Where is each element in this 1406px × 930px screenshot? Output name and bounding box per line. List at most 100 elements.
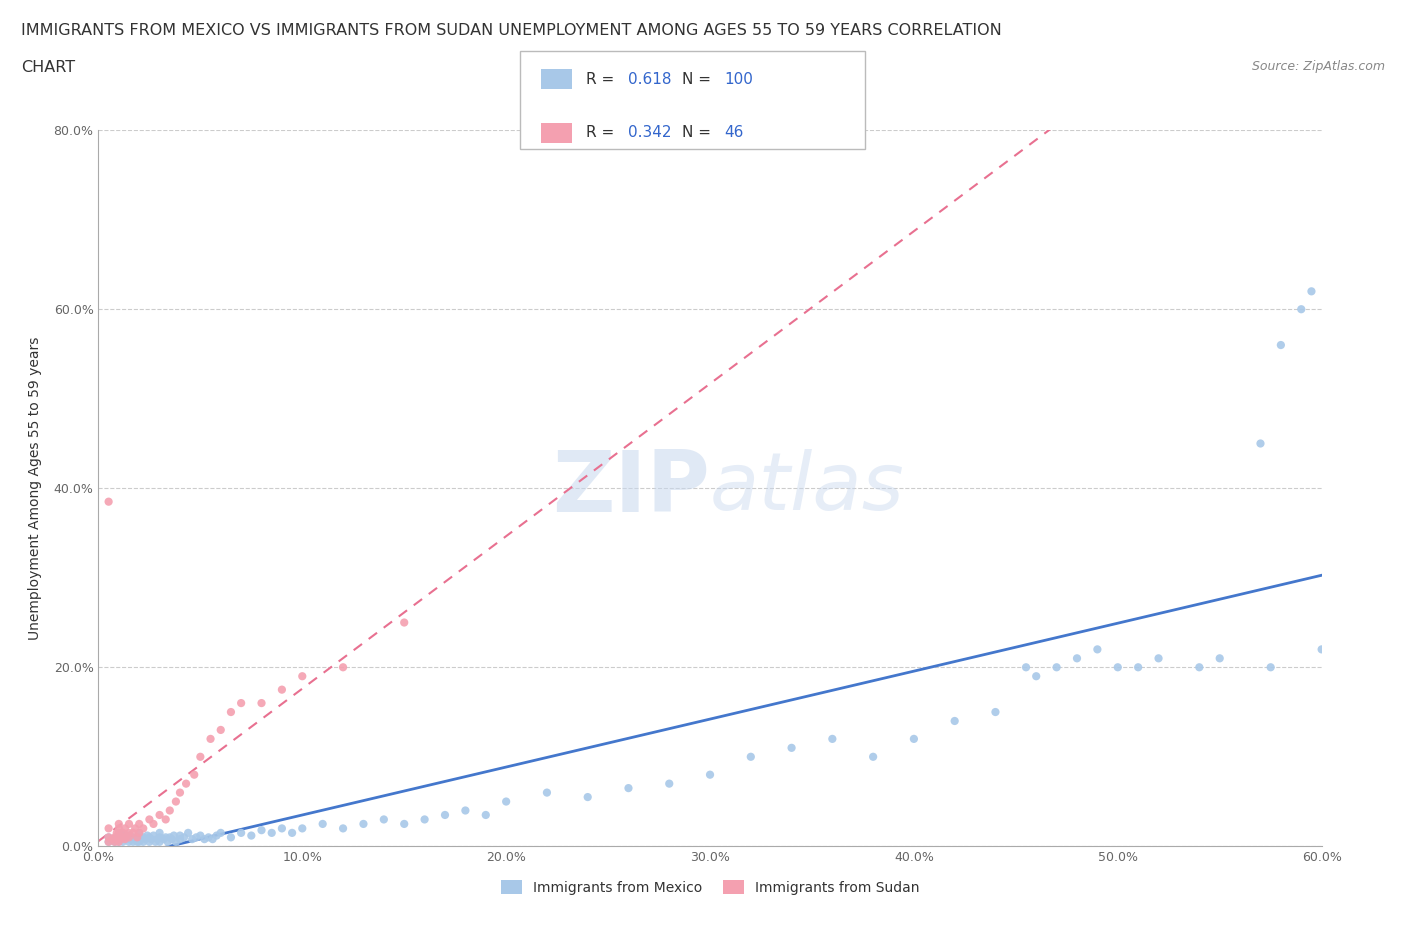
Point — [174, 777, 197, 791]
Point — [231, 826, 253, 841]
Point — [1107, 660, 1129, 675]
Text: N =: N = — [682, 126, 716, 140]
Point — [101, 831, 124, 846]
Point — [114, 831, 136, 846]
Point — [118, 831, 141, 846]
Point — [159, 830, 181, 844]
Point — [177, 826, 200, 841]
Point — [219, 830, 242, 844]
Point — [1291, 302, 1313, 317]
Point — [97, 821, 120, 836]
Point — [122, 830, 145, 844]
Point — [219, 705, 242, 720]
Point — [108, 834, 131, 849]
Point — [124, 821, 146, 836]
Point — [149, 826, 172, 841]
Point — [142, 817, 165, 831]
Point — [352, 817, 374, 831]
Point — [108, 828, 131, 843]
Point — [127, 830, 149, 844]
Point — [474, 807, 498, 822]
Point — [114, 828, 136, 843]
Point — [1301, 284, 1323, 299]
Text: R =: R = — [586, 72, 620, 86]
Point — [260, 826, 283, 841]
Point — [250, 696, 273, 711]
Point — [149, 830, 172, 844]
Point — [114, 821, 136, 836]
Text: 100: 100 — [724, 72, 754, 86]
Point — [183, 767, 205, 782]
Point — [108, 834, 131, 849]
Point — [1025, 669, 1047, 684]
Point — [209, 723, 232, 737]
Point — [169, 785, 191, 800]
Point — [197, 830, 219, 844]
Point — [173, 830, 195, 844]
Point — [97, 494, 120, 509]
Point — [165, 794, 187, 809]
Point — [312, 817, 335, 831]
Point — [118, 830, 141, 844]
Point — [138, 834, 160, 849]
Point — [291, 669, 314, 684]
Point — [1045, 660, 1069, 675]
Point — [155, 812, 177, 827]
Point — [97, 830, 120, 844]
Point — [108, 817, 131, 831]
Point — [699, 767, 721, 782]
Legend: Immigrants from Mexico, Immigrants from Sudan: Immigrants from Mexico, Immigrants from … — [495, 874, 925, 900]
Point — [159, 804, 181, 818]
Point — [1249, 436, 1271, 451]
Y-axis label: Unemployment Among Ages 55 to 59 years: Unemployment Among Ages 55 to 59 years — [28, 337, 42, 640]
Point — [1310, 642, 1333, 657]
Point — [1260, 660, 1282, 675]
Point — [104, 830, 127, 844]
Point — [1147, 651, 1170, 666]
Point — [181, 831, 204, 846]
Point — [111, 834, 134, 849]
Point — [373, 812, 395, 827]
Point — [201, 831, 224, 846]
Point — [163, 828, 186, 843]
Point — [984, 705, 1007, 720]
Text: ZIP: ZIP — [553, 446, 710, 530]
Point — [111, 830, 134, 844]
Point — [127, 834, 149, 849]
Point — [392, 615, 416, 630]
Point — [136, 828, 159, 843]
Text: Source: ZipAtlas.com: Source: ZipAtlas.com — [1251, 60, 1385, 73]
Point — [149, 807, 172, 822]
Point — [138, 812, 160, 827]
Point — [108, 830, 131, 844]
Point — [138, 830, 160, 844]
Point — [740, 750, 762, 764]
Point — [332, 660, 354, 675]
Point — [658, 777, 681, 791]
Point — [141, 831, 163, 846]
Point — [903, 731, 925, 746]
Point — [780, 740, 803, 755]
Point — [115, 828, 138, 843]
Point — [128, 826, 150, 841]
Point — [1128, 660, 1150, 675]
Point — [111, 826, 134, 841]
Point — [128, 830, 150, 844]
Point — [495, 794, 517, 809]
Text: 0.618: 0.618 — [628, 72, 672, 86]
Point — [132, 821, 155, 836]
Point — [118, 826, 141, 841]
Point — [165, 834, 187, 849]
Point — [291, 821, 314, 836]
Point — [122, 826, 145, 841]
Point — [118, 834, 141, 849]
Point — [108, 831, 131, 846]
Point — [97, 834, 120, 849]
Point — [862, 750, 884, 764]
Point — [105, 826, 128, 841]
Point — [128, 834, 150, 849]
Point — [270, 683, 294, 698]
Point — [145, 834, 167, 849]
Point — [1015, 660, 1038, 675]
Point — [124, 831, 146, 846]
